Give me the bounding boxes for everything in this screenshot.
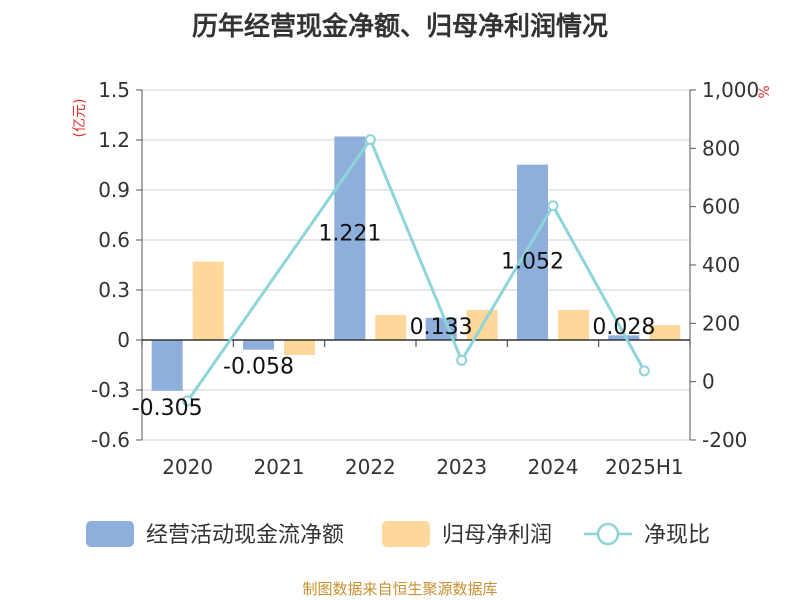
cashflow-data-label: 0.133 [410,315,473,340]
right-axis-tick-label: 400 [702,253,740,277]
line-series [182,134,650,407]
left-axis-tick-label: 1.5 [98,78,130,102]
chart-title: 历年经营现金净额、归母净利润情况 [191,12,608,42]
right-axis-unit: % [757,85,773,98]
left-axis-tick-label: 0.6 [98,228,130,252]
bar-net-profit [192,261,224,340]
source-footer: 制图数据来自恒生聚源数据库 [302,580,498,598]
left-axis-tick-label: 0 [117,328,130,352]
right-axis-tick-label: 0 [702,370,715,394]
bar-net-profit [649,325,681,340]
left-axis-tick-label: 0.3 [98,278,130,302]
right-axis-tick-label: 600 [702,195,740,219]
legend-label-net-profit: 归母净利润 [442,523,552,548]
net-cash-ratio-point [182,395,194,407]
bar-series [151,136,681,391]
legend-label-operating-cashflow: 经营活动现金流净额 [146,523,344,548]
left-axis-tick-label: -0.3 [91,378,130,402]
left-axis-tick-label: -0.6 [91,428,130,452]
bar-operating-cashflow [608,335,640,340]
gridlines [142,89,690,441]
cashflow-data-label: 1.052 [501,250,564,275]
legend-swatch-net-profit [382,521,430,547]
x-axis-tick-label: 2024 [528,455,579,479]
legend-label-net-cash-ratio: 净现比 [644,523,710,548]
x-axis-tick-label: 2022 [345,455,396,479]
right-axis-tick-label: -200 [702,428,747,452]
cashflow-data-label: 0.028 [592,315,655,340]
right-axis-tick-label: 1,000 [702,78,759,102]
bar-net-profit [558,310,589,340]
right-axis-tick-label: 800 [702,136,740,160]
bar-net-profit [375,315,407,340]
bar-net-profit [284,340,315,355]
legend-marker-net-cash-ratio [596,522,620,546]
bar-operating-cashflow [517,164,548,340]
x-axis-tick-label: 2021 [254,455,305,479]
x-axis-tick-label: 2020 [162,455,213,479]
bar-operating-cashflow [425,317,457,340]
cashflow-data-label: 1.221 [318,222,381,247]
x-axis-tick-label: 2023 [436,455,487,479]
left-axis-unit: (亿元) [72,99,88,138]
net-cash-ratio-point [638,365,650,377]
x-axis-tick-label: 2025H1 [605,455,684,479]
cashflow-data-label: -0.305 [132,396,203,421]
cashflow-data-label: -0.058 [223,355,294,380]
legend-swatch-operating-cashflow [86,521,134,547]
data-labels: -0.305 -0.058 1.221 0.133 1.052 0.028 [132,222,656,421]
net-cash-ratio-point [364,134,376,146]
bar-operating-cashflow [151,340,183,391]
legend: 经营活动现金流净额 归母净利润 净现比 [86,521,710,548]
net-cash-ratio-point [456,354,468,366]
right-axis-tick-label: 200 [702,311,740,335]
left-axis-tick-label: 0.9 [98,178,130,202]
net-cash-ratio-point [547,200,559,212]
left-axis-tick-label: 1.2 [98,128,130,152]
axes: 1.5 1.2 0.9 0.6 0.3 0 -0.3 -0.6 1,000 800 600 400 20… [72,78,773,479]
bar-operating-cashflow [243,340,274,350]
